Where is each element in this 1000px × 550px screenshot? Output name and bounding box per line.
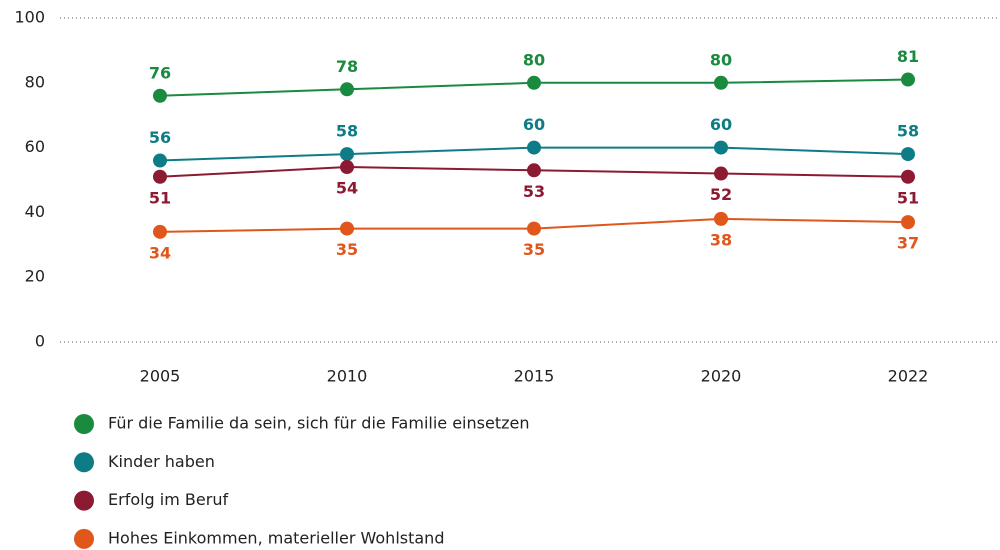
value-label: 51: [149, 188, 171, 207]
y-tick-label: 20: [25, 267, 45, 286]
data-point: [153, 153, 167, 168]
legend-label: Kinder haben: [108, 452, 215, 471]
value-label: 35: [523, 240, 545, 259]
value-label: 56: [149, 128, 171, 147]
x-tick-label: 2010: [327, 367, 368, 386]
data-point: [901, 169, 915, 184]
value-label: 54: [336, 179, 358, 198]
data-point: [901, 215, 915, 230]
value-label: 58: [897, 122, 919, 141]
value-label: 38: [710, 230, 732, 249]
x-tick-label: 2015: [514, 367, 555, 386]
data-point: [714, 166, 728, 181]
value-label: 37: [897, 234, 919, 253]
data-point: [340, 147, 354, 162]
x-tick-label: 2022: [888, 367, 929, 386]
value-label: 60: [710, 115, 732, 134]
data-point: [340, 82, 354, 97]
value-label: 80: [710, 50, 732, 69]
legend-label: Für die Familie da sein, sich für die Fa…: [108, 414, 529, 433]
data-point: [527, 75, 541, 90]
value-label: 34: [149, 243, 171, 262]
data-point: [901, 72, 915, 87]
legend-marker: [74, 414, 94, 434]
value-label: 53: [523, 182, 545, 201]
legend-label: Erfolg im Beruf: [108, 490, 228, 509]
data-point: [153, 224, 167, 239]
legend-marker: [74, 490, 94, 511]
x-tick-label: 2020: [701, 367, 742, 386]
legend-label: Hohes Einkommen, materieller Wohlstand: [108, 528, 444, 547]
data-point: [714, 140, 728, 155]
legend-marker: [74, 528, 94, 549]
value-label: 76: [149, 63, 171, 82]
data-point: [340, 160, 354, 175]
value-label: 80: [523, 50, 545, 69]
data-point: [527, 221, 541, 236]
value-label: 60: [523, 115, 545, 134]
data-point: [527, 140, 541, 155]
y-tick-label: 80: [25, 72, 45, 91]
value-label: 51: [897, 188, 919, 207]
x-tick-label: 2005: [140, 367, 181, 386]
y-tick-label: 60: [25, 137, 45, 156]
data-point: [153, 88, 167, 103]
value-label: 52: [710, 185, 732, 204]
data-point: [153, 169, 167, 184]
data-point: [527, 163, 541, 178]
value-label: 35: [336, 240, 358, 259]
y-tick-label: 0: [35, 332, 45, 351]
value-label: 58: [336, 122, 358, 141]
value-label: 81: [897, 47, 919, 66]
value-label: 78: [336, 57, 358, 76]
data-point: [901, 147, 915, 162]
y-tick-label: 40: [25, 202, 45, 221]
legend-marker: [74, 452, 94, 473]
data-point: [714, 211, 728, 226]
y-tick-label: 100: [14, 8, 45, 27]
data-point: [714, 75, 728, 90]
data-point: [340, 221, 354, 236]
